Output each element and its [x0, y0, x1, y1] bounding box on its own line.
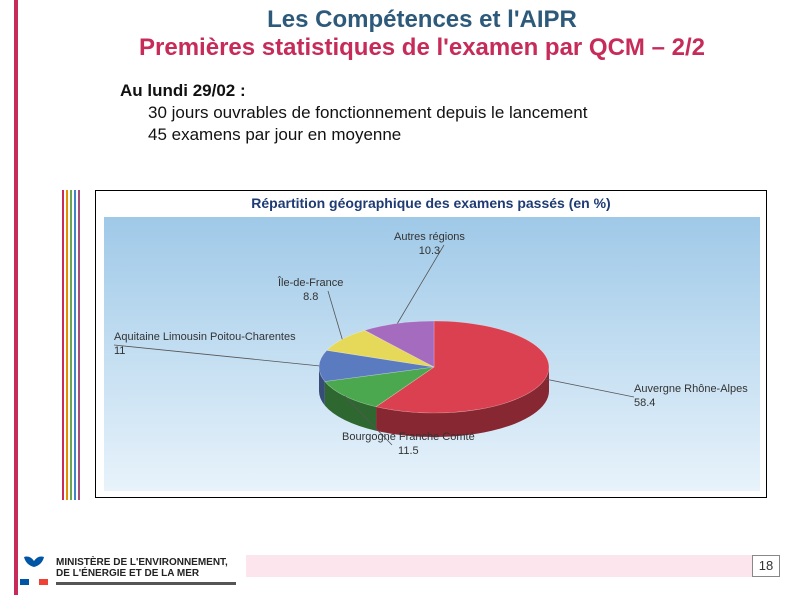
slice-label: Île-de-France8.8	[278, 277, 343, 305]
page-number: 18	[752, 555, 780, 577]
chart-container: Répartition géographique des examens pas…	[95, 190, 767, 498]
slice-label: Autres régions10.3	[394, 231, 465, 259]
slice-label: Aquitaine Limousin Poitou-Charentes11	[114, 331, 296, 359]
sub-line-1: 30 jours ouvrables de fonctionnement dep…	[120, 102, 794, 124]
ministry-logo: Ministère de l'Environnement, de l'Énerg…	[20, 553, 236, 589]
sub-line-2: 45 examens par jour en moyenne	[120, 124, 794, 146]
left-accent-bar	[14, 0, 18, 595]
marianne-emblem	[20, 553, 48, 589]
title-line-2: Premières statistiques de l'examen par Q…	[90, 34, 754, 62]
chart-title: Répartition géographique des examens pas…	[96, 191, 766, 211]
slice-label: Bourgogne Franche Comté11.5	[342, 431, 475, 459]
body-text: Au lundi 29/02 : 30 jours ouvrables de f…	[0, 62, 794, 146]
ministry-line-2: de l'Énergie et de la Mer	[56, 568, 199, 579]
ministry-line-1: Ministère de l'Environnement,	[56, 557, 228, 568]
slide-title-block: Les Compétences et l'AIPR Premières stat…	[0, 0, 794, 62]
lead-line: Au lundi 29/02 :	[120, 80, 794, 102]
ministry-text: Ministère de l'Environnement, de l'Énerg…	[56, 557, 236, 585]
title-line-1: Les Compétences et l'AIPR	[90, 6, 754, 34]
footer-bar	[246, 555, 754, 577]
slice-label: Auvergne Rhône-Alpes58.4	[634, 383, 748, 411]
plot-area: Auvergne Rhône-Alpes58.4 Bourgogne Franch…	[104, 217, 760, 491]
footer: Ministère de l'Environnement, de l'Énerg…	[0, 535, 794, 595]
decorative-stripes	[62, 190, 80, 500]
